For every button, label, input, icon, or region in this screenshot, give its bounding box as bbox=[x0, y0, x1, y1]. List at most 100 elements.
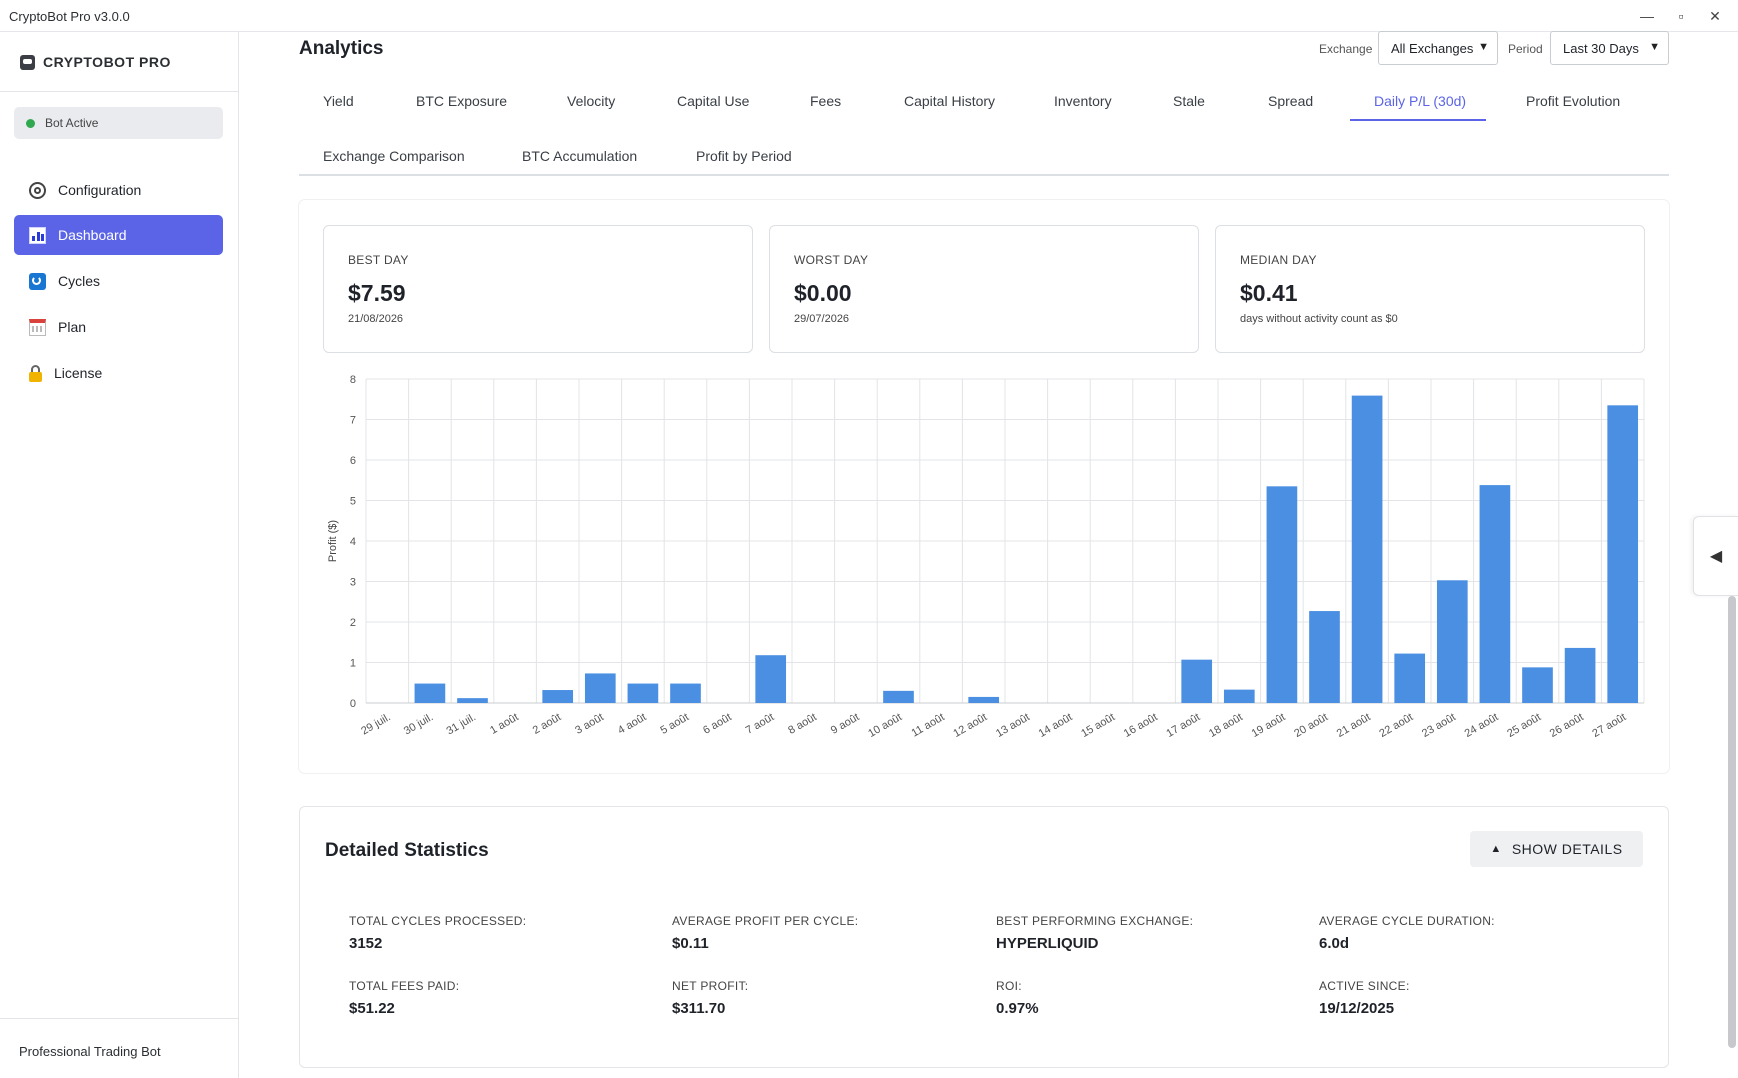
tab-yield[interactable]: Yield bbox=[323, 93, 354, 109]
y-tick-label: 5 bbox=[350, 496, 356, 508]
x-tick-label: 22 août bbox=[1377, 711, 1415, 740]
bot-status-badge: Bot Active bbox=[14, 107, 223, 139]
brand-name: CRYPTOBOT PRO bbox=[43, 54, 171, 70]
show-details-label: SHOW DETAILS bbox=[1511, 841, 1623, 857]
minimize-icon[interactable]: — bbox=[1640, 8, 1654, 24]
x-tick-label: 6 août bbox=[701, 711, 733, 737]
window-title: CryptoBot Pro v3.0.0 bbox=[9, 9, 130, 24]
divider bbox=[0, 91, 239, 92]
x-tick-label: 9 août bbox=[829, 711, 861, 737]
median-day-label: MEDIAN DAY bbox=[1240, 253, 1317, 267]
tab-btc-exposure[interactable]: BTC Exposure bbox=[416, 93, 508, 109]
y-tick-label: 7 bbox=[350, 415, 356, 427]
detail-label: NET PROFIT: bbox=[672, 979, 749, 993]
exchange-select-value: All Exchanges bbox=[1391, 40, 1474, 56]
bar bbox=[1181, 659, 1213, 703]
detail-value: 6.0d bbox=[1319, 935, 1350, 952]
detail-label: BEST PERFORMING EXCHANGE: bbox=[996, 914, 1194, 928]
detail-value: 19/12/2025 bbox=[1319, 1000, 1395, 1017]
x-tick-label: 19 août bbox=[1250, 711, 1288, 740]
title-bar: CryptoBot Pro v3.0.0 — ▫ ✕ bbox=[0, 0, 1738, 32]
calendar-icon bbox=[29, 318, 46, 336]
worst-day-label: WORST DAY bbox=[794, 253, 869, 267]
exchange-label: Exchange bbox=[1319, 42, 1373, 56]
tab-profit-evolution[interactable]: Profit Evolution bbox=[1526, 93, 1621, 109]
x-tick-label: 24 août bbox=[1463, 711, 1501, 740]
period-select[interactable]: Last 30 Days ▼ bbox=[1550, 31, 1669, 65]
tab-capital-use[interactable]: Capital Use bbox=[677, 93, 750, 109]
detail-label: TOTAL FEES PAID: bbox=[349, 979, 460, 993]
x-tick-label: 16 août bbox=[1122, 711, 1160, 740]
bar bbox=[457, 698, 488, 703]
sidebar-item-plan[interactable]: Plan bbox=[14, 307, 223, 347]
x-tick-label: 15 août bbox=[1079, 711, 1117, 740]
maximize-icon[interactable]: ▫ bbox=[1678, 8, 1684, 24]
tab-profit-by-period[interactable]: Profit by Period bbox=[696, 148, 792, 164]
x-tick-label: 13 août bbox=[994, 711, 1032, 740]
x-tick-label: 5 août bbox=[659, 711, 691, 737]
detail-label: AVERAGE PROFIT PER CYCLE: bbox=[672, 914, 859, 928]
x-tick-label: 18 août bbox=[1207, 711, 1245, 740]
best-day-label: BEST DAY bbox=[348, 253, 409, 267]
brand: CRYPTOBOT PRO bbox=[20, 54, 171, 70]
bar bbox=[1309, 611, 1340, 703]
sidebar: CRYPTOBOT PRO Bot Active Configuration D… bbox=[0, 32, 239, 1078]
bar bbox=[414, 683, 446, 703]
sidebar-item-license[interactable]: License bbox=[14, 353, 223, 393]
tab-stale[interactable]: Stale bbox=[1173, 93, 1205, 109]
exchange-select[interactable]: All Exchanges ▼ bbox=[1378, 31, 1498, 65]
sidebar-item-label: Plan bbox=[58, 319, 87, 335]
tab-exchange-comparison[interactable]: Exchange Comparison bbox=[323, 148, 465, 164]
best-day-card: BEST DAY $7.59 21/08/2026 bbox=[323, 225, 753, 353]
show-details-button[interactable]: ▲ SHOW DETAILS bbox=[1470, 831, 1643, 867]
detail-value: 0.97% bbox=[996, 1000, 1039, 1017]
tab-fees[interactable]: Fees bbox=[810, 93, 842, 109]
sidebar-item-dashboard[interactable]: Dashboard bbox=[14, 215, 223, 255]
x-tick-label: 21 août bbox=[1335, 711, 1373, 740]
y-tick-label: 4 bbox=[350, 536, 356, 548]
y-tick-label: 8 bbox=[350, 374, 356, 386]
x-tick-label: 25 août bbox=[1505, 711, 1543, 740]
bot-status-text: Bot Active bbox=[45, 116, 99, 130]
robot-icon bbox=[20, 54, 35, 70]
chevron-down-icon: ▼ bbox=[1649, 41, 1660, 53]
scrollbar[interactable] bbox=[1728, 596, 1736, 1048]
tab-spread[interactable]: Spread bbox=[1268, 93, 1314, 109]
close-icon[interactable]: ✕ bbox=[1709, 8, 1721, 24]
bar bbox=[1479, 485, 1511, 703]
bar bbox=[1351, 395, 1383, 703]
sidebar-item-configuration[interactable]: Configuration bbox=[14, 170, 223, 210]
best-day-value: $7.59 bbox=[348, 280, 406, 306]
bar bbox=[1266, 486, 1298, 703]
best-day-date: 21/08/2026 bbox=[348, 313, 404, 325]
tab-velocity[interactable]: Velocity bbox=[567, 93, 616, 109]
x-tick-label: 7 août bbox=[744, 711, 776, 737]
bar bbox=[755, 655, 787, 703]
sidebar-item-cycles[interactable]: Cycles bbox=[14, 261, 223, 301]
divider bbox=[0, 1018, 239, 1019]
bar bbox=[1522, 667, 1553, 703]
bar bbox=[883, 690, 914, 703]
worst-day-card: WORST DAY $0.00 29/07/2026 bbox=[769, 225, 1199, 353]
detail-value: $0.11 bbox=[672, 935, 709, 952]
active-tab-indicator bbox=[1350, 119, 1486, 121]
x-tick-label: 1 août bbox=[488, 711, 520, 737]
lock-icon bbox=[29, 364, 42, 382]
tab-inventory[interactable]: Inventory bbox=[1054, 93, 1112, 109]
tab-daily-pl[interactable]: Daily P/L (30d) bbox=[1374, 93, 1467, 109]
y-tick-label: 0 bbox=[350, 698, 356, 710]
tab-capital-history[interactable]: Capital History bbox=[904, 93, 996, 109]
worst-day-value: $0.00 bbox=[794, 280, 852, 306]
collapse-panel-button[interactable]: ◀ bbox=[1693, 516, 1738, 596]
detail-label: TOTAL CYCLES PROCESSED: bbox=[349, 914, 527, 928]
page-title: Analytics bbox=[299, 38, 384, 59]
tab-btc-accumulation[interactable]: BTC Accumulation bbox=[522, 148, 638, 164]
y-tick-label: 3 bbox=[350, 577, 356, 589]
bar bbox=[1564, 647, 1596, 703]
sidebar-item-label: License bbox=[54, 365, 103, 381]
median-day-card: MEDIAN DAY $0.41 days without activity c… bbox=[1215, 225, 1645, 353]
detail-label: AVERAGE CYCLE DURATION: bbox=[1319, 914, 1495, 928]
cycles-icon bbox=[29, 272, 46, 290]
bar bbox=[1607, 405, 1639, 703]
x-tick-label: 12 août bbox=[951, 711, 989, 740]
